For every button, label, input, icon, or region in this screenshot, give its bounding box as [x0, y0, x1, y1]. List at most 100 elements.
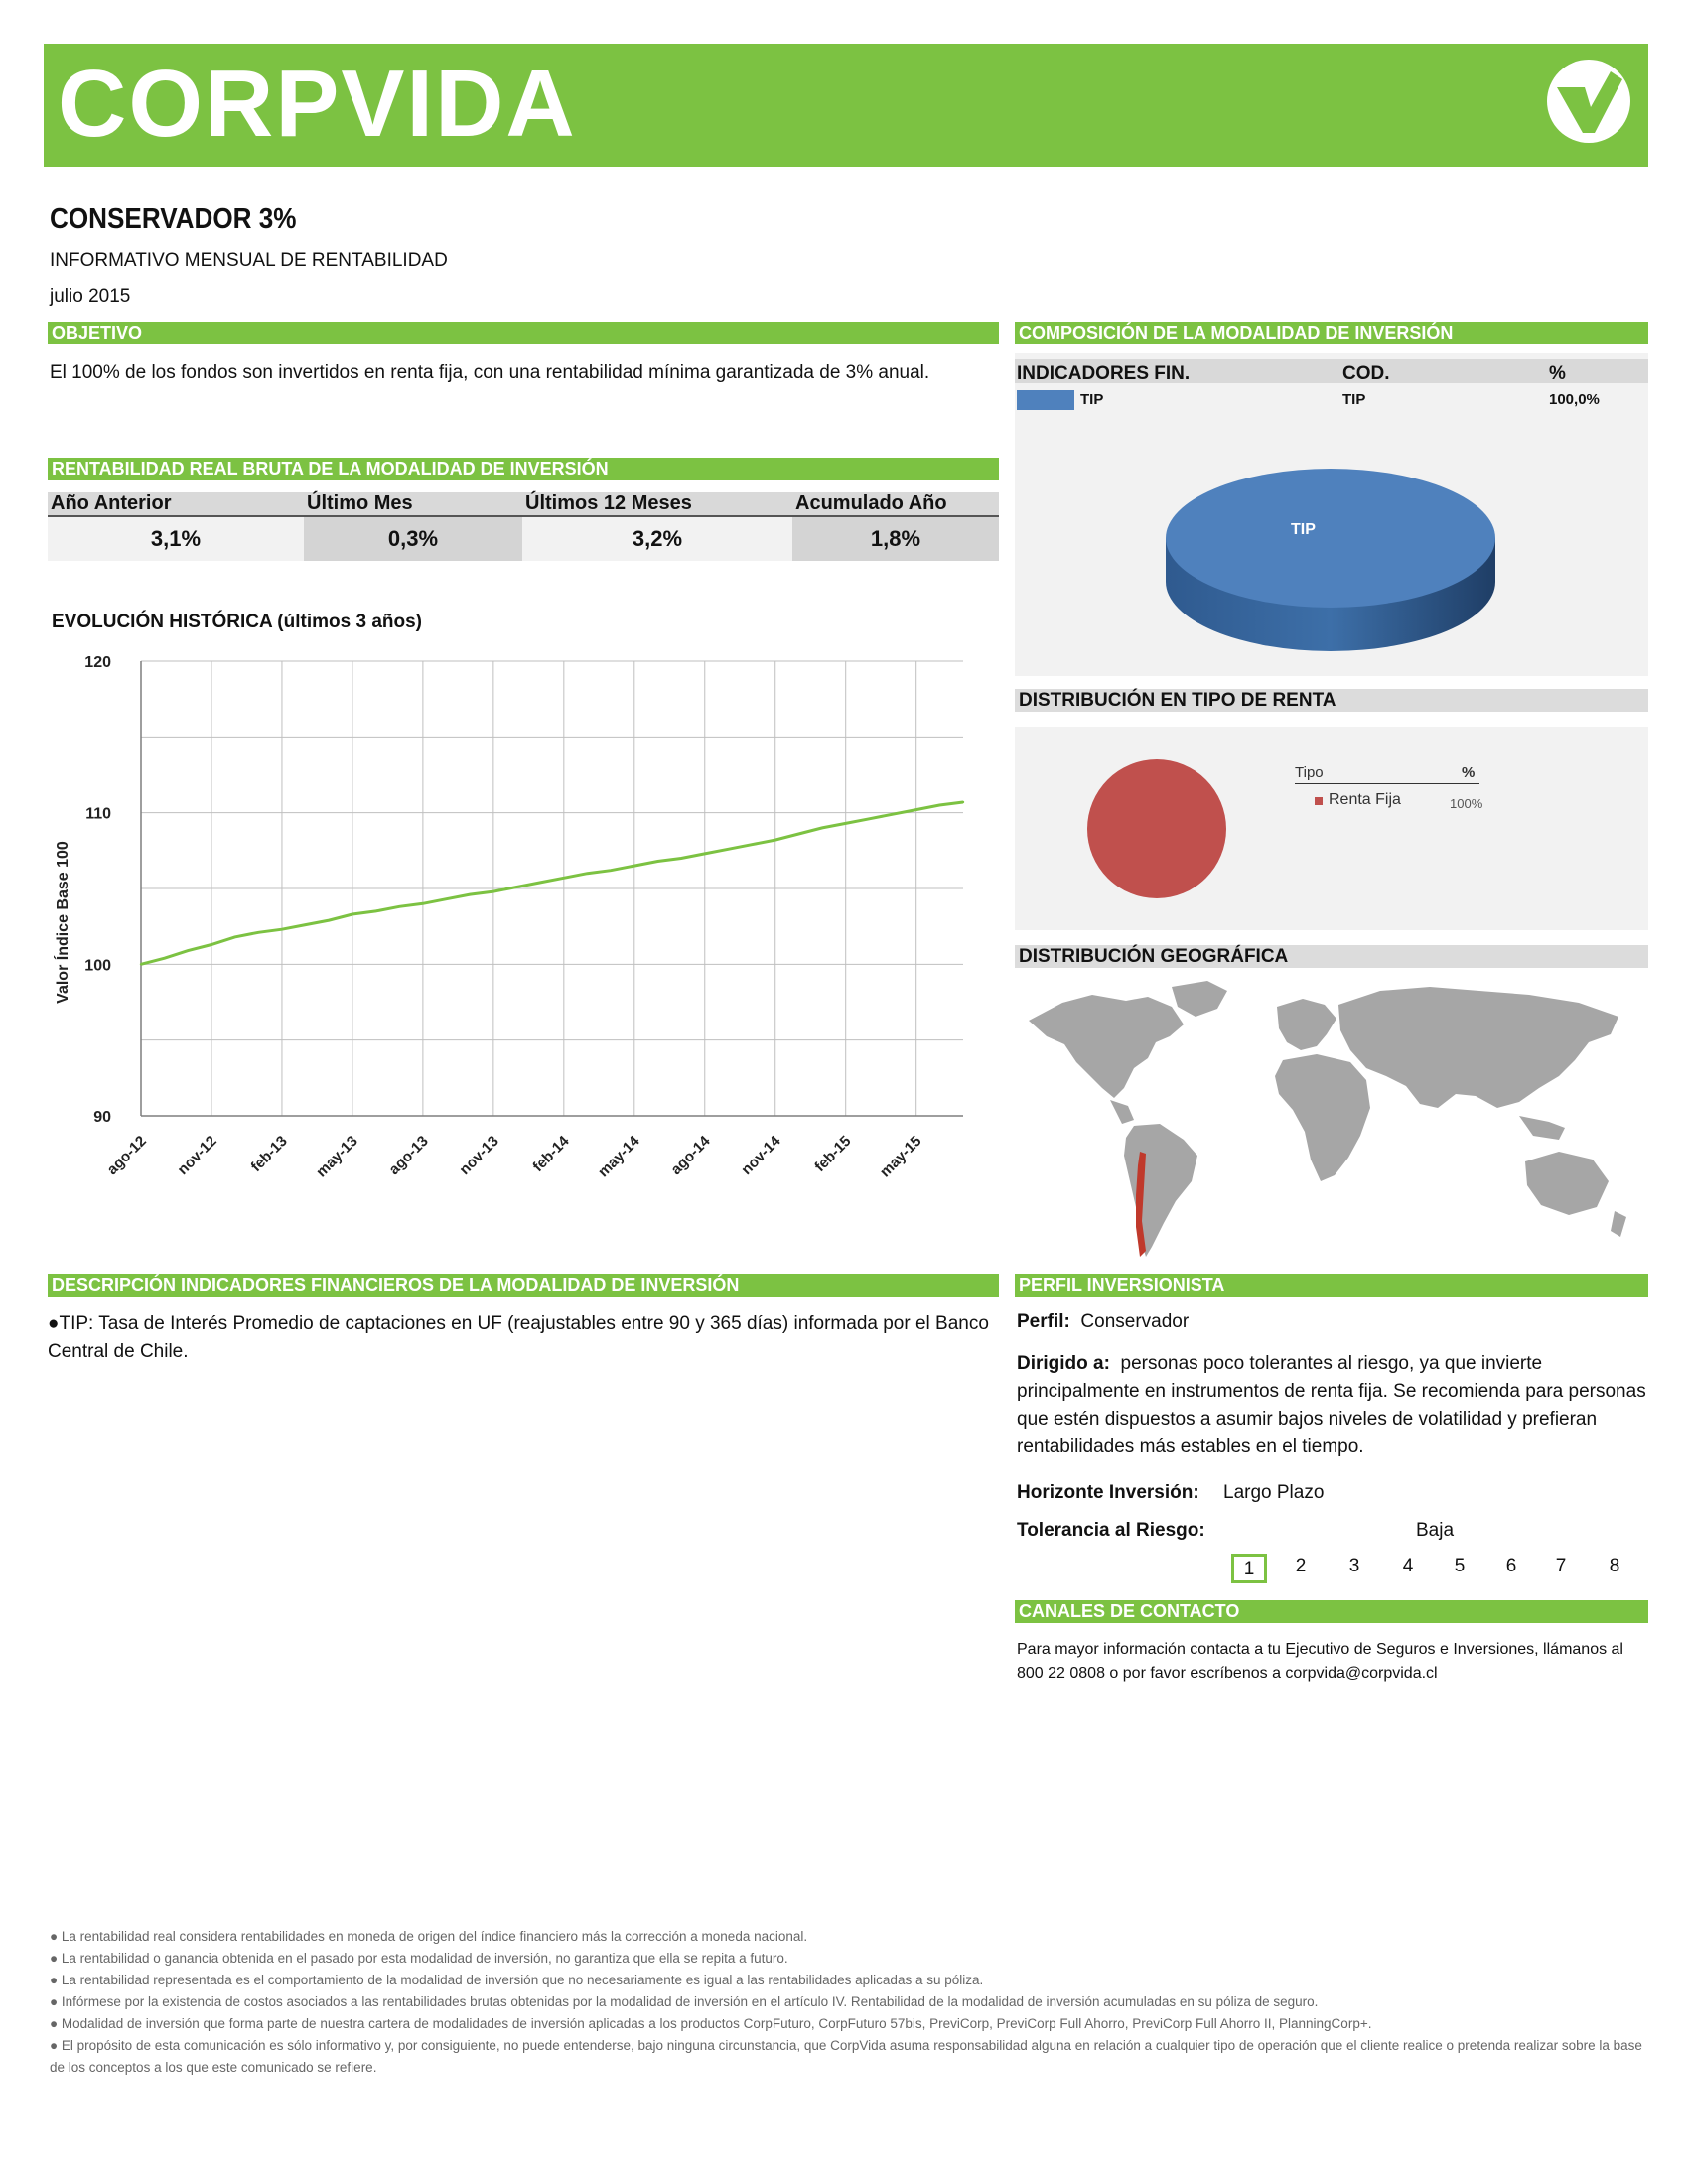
risk-level: 3: [1348, 1556, 1360, 1576]
legend-renta-fija: Renta Fija: [1329, 791, 1401, 808]
risk-level: 2: [1295, 1556, 1307, 1576]
data-point: [868, 817, 871, 820]
contacto-text: Para mayor información contacta a tu Eje…: [1017, 1641, 1623, 1682]
x-tick-label: feb-15: [811, 1133, 854, 1175]
rentabilidad-heading: RENTABILIDAD REAL BRUTA DE LA MODALIDAD …: [48, 458, 999, 480]
value-ultimos-12: 3,2%: [522, 516, 792, 561]
footnote: ● El propósito de esta comunicación es s…: [50, 2038, 1642, 2075]
x-tick-label: may-13: [313, 1133, 361, 1181]
data-point: [891, 812, 895, 816]
data-point: [469, 892, 472, 896]
col-cod: COD.: [1342, 363, 1390, 384]
header-banner: [44, 44, 1648, 167]
data-point: [492, 889, 495, 893]
tip-color-swatch: [1017, 390, 1074, 410]
horizonte-label: Horizonte Inversión:: [1017, 1482, 1199, 1503]
data-point: [304, 923, 307, 926]
x-tick-label: feb-13: [248, 1133, 291, 1175]
composicion-pie-3d: TIP: [1166, 469, 1495, 651]
risk-level: 5: [1454, 1556, 1466, 1576]
data-point: [656, 860, 659, 863]
y-tick-label: 100: [84, 957, 111, 974]
risk-scale: 1 2 3 4 5 6 7 8: [1231, 1554, 1648, 1583]
y-tick-label: 120: [84, 654, 111, 671]
world-map: [1029, 981, 1626, 1257]
data-point: [961, 800, 965, 804]
pie-label: TIP: [1291, 521, 1316, 538]
data-point: [914, 808, 917, 811]
page-subtitle: INFORMATIVO MENSUAL DE RENTABILIDAD: [50, 250, 448, 271]
historical-line-chart: ago-12 nov-12 feb-13 may-13 ago-13 nov-13 feb-…: [53, 654, 965, 1181]
tolerancia-label: Tolerancia al Riesgo:: [1017, 1520, 1205, 1541]
data-point: [374, 909, 377, 913]
col-ultimos-12: Últimos 12 Meses: [522, 492, 792, 517]
data-point: [515, 886, 518, 888]
composicion-table-header: [1015, 359, 1648, 383]
data-point: [445, 897, 448, 900]
indonesia: [1519, 1116, 1565, 1140]
value-ano-anterior: 3,1%: [48, 516, 304, 561]
report-date: julio 2015: [50, 286, 131, 307]
africa: [1275, 1054, 1370, 1181]
row-pct: 100,0%: [1549, 391, 1600, 408]
data-point: [562, 877, 566, 880]
corpvida-check-icon: [1547, 60, 1630, 143]
renta-pie: [1087, 759, 1226, 898]
footnote: ● Infórmese por la existencia de costos …: [50, 1994, 1319, 2009]
data-point: [187, 949, 190, 952]
x-tick-label: ago-12: [104, 1133, 150, 1178]
x-tick-label: may-15: [877, 1133, 925, 1181]
composicion-heading: COMPOSICIÓN DE LA MODALIDAD DE INVERSIÓN: [1015, 322, 1648, 344]
data-point: [820, 826, 824, 830]
descripcion-heading: DESCRIPCIÓN INDICADORES FINANCIEROS DE L…: [48, 1274, 999, 1297]
series-line: [140, 800, 964, 966]
risk-level: 4: [1402, 1556, 1414, 1576]
footnote: ● La rentabilidad o ganancia obtenida en…: [50, 1951, 788, 1966]
south-america: [1124, 1124, 1197, 1257]
data-point: [633, 864, 635, 868]
col-acumulado: Acumulado Año: [792, 492, 999, 517]
chart-title: EVOLUCIÓN HISTÓRICA (últimos 3 años): [52, 612, 422, 632]
footnote: ● Modalidad de inversión que forma parte…: [50, 2016, 1372, 2031]
data-point: [280, 928, 284, 931]
new-zealand: [1611, 1211, 1626, 1237]
row-cod: TIP: [1342, 391, 1366, 408]
rentabilidad-table: Año Anterior Último Mes Últimos 12 Meses…: [48, 492, 999, 561]
data-point: [257, 931, 260, 934]
central-america: [1110, 1100, 1134, 1124]
col-ultimo-mes: Último Mes: [304, 492, 522, 517]
x-tick-label: nov-12: [175, 1133, 220, 1178]
row-indicador: TIP: [1080, 391, 1104, 408]
col-ano-anterior: Año Anterior: [48, 492, 304, 517]
objetivo-text: El 100% de los fondos son invertidos en …: [50, 362, 930, 383]
footnote: ● La rentabilidad representada es el com…: [50, 1973, 984, 1987]
legend-swatch: [1315, 797, 1323, 805]
data-point: [233, 935, 236, 939]
x-tick-label: nov-14: [738, 1132, 784, 1178]
dirigido-value: personas poco tolerantes al riesgo, ya q…: [1017, 1353, 1646, 1457]
data-point: [774, 838, 776, 842]
data-point: [727, 848, 730, 851]
x-tick-label: may-14: [595, 1132, 643, 1180]
risk-level: 8: [1609, 1556, 1620, 1576]
footnotes: ● La rentabilidad real considera rentabi…: [50, 1926, 1648, 2079]
legend-renta-fija-pct: 100%: [1450, 796, 1483, 811]
data-point: [750, 843, 754, 846]
page-title: CONSERVADOR 3%: [50, 204, 297, 235]
data-point: [351, 912, 354, 916]
x-tick-label: nov-13: [456, 1133, 501, 1178]
legend-pct-header: %: [1462, 764, 1476, 781]
asia: [1338, 987, 1618, 1108]
col-indicadores: INDICADORES FIN.: [1017, 363, 1191, 384]
dirigido-label: Dirigido a:: [1017, 1353, 1110, 1374]
data-point: [163, 957, 166, 960]
descripcion-text: ●TIP: Tasa de Interés Promedio de captac…: [48, 1313, 989, 1362]
value-acumulado: 1,8%: [792, 516, 999, 561]
x-tick-label: ago-14: [667, 1132, 714, 1178]
perfil-heading: PERFIL INVERSIONISTA: [1015, 1274, 1648, 1297]
data-point: [609, 869, 613, 872]
perfil-label: Perfil:: [1017, 1311, 1070, 1332]
legend-divider: [1295, 783, 1479, 784]
perfil-row: Perfil: Conservador: [1017, 1308, 1189, 1336]
chile-highlight: [1136, 1152, 1146, 1257]
